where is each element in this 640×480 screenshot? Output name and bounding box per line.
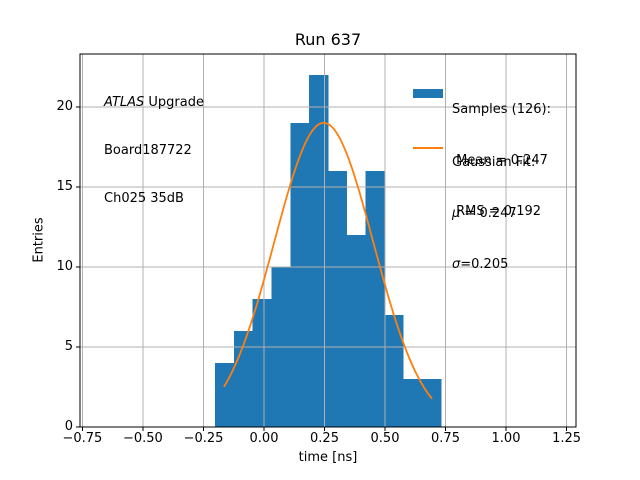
gaussian-fit-curve bbox=[223, 122, 433, 400]
histogram-bar-9 bbox=[384, 314, 404, 427]
histogram-bar-7 bbox=[346, 234, 367, 427]
x-tick-label-7: 1.00 bbox=[491, 431, 521, 446]
legend-samples-entry: Samples (126): Mean = 0.247 RMS = 0.192 bbox=[452, 67, 551, 254]
legend-fit-swatch bbox=[413, 147, 443, 149]
x-tick-label-4: 0.25 bbox=[310, 431, 339, 446]
x-tick-label-8: 1.25 bbox=[552, 431, 582, 446]
annotation-upgrade: Upgrade bbox=[144, 95, 204, 110]
legend-samples-rms: RMS = 0.192 bbox=[452, 204, 542, 219]
x-tick-label-3: 0.00 bbox=[249, 431, 279, 446]
x-axis-label: time [ns] bbox=[298, 450, 358, 465]
mu-value: = 0.247 bbox=[460, 206, 517, 221]
y-tick-label-3: 15 bbox=[56, 178, 73, 194]
y-axis-label-text: Entries bbox=[31, 217, 47, 263]
histogram-bar-2 bbox=[252, 298, 272, 427]
sigma-symbol: σ bbox=[452, 257, 461, 272]
axes-spines bbox=[79, 53, 577, 428]
histogram-bar-5 bbox=[309, 74, 329, 427]
annotation-line-2: Board187722 bbox=[104, 143, 192, 158]
histogram-bar-6 bbox=[327, 170, 348, 428]
legend-fit-entry: Gaussian Fit: μ = 0.247 σ=0.205 bbox=[452, 120, 535, 307]
annotation-atlas: ATLAS bbox=[104, 95, 145, 110]
histogram-bar-10 bbox=[403, 378, 423, 427]
annotation-line-1: ATLAS Upgrade bbox=[104, 95, 204, 111]
legend-samples-title: Samples (126): bbox=[452, 102, 551, 117]
mu-symbol: μ bbox=[452, 206, 461, 221]
x-tick-label-2: −0.25 bbox=[183, 431, 224, 446]
legend-fit-mu: μ = 0.247 bbox=[452, 205, 535, 222]
histogram-bar-4 bbox=[290, 122, 310, 427]
y-tick-label-2: 10 bbox=[56, 258, 73, 274]
sigma-value: =0.205 bbox=[460, 257, 509, 272]
legend-fit-sigma: σ=0.205 bbox=[452, 256, 535, 273]
chart-title: Run 637 bbox=[294, 30, 362, 49]
x-tick-label-0: −0.75 bbox=[62, 431, 103, 446]
annotation-line-3: Ch025 35dB bbox=[104, 191, 184, 206]
y-tick-label-4: 20 bbox=[56, 98, 73, 114]
histogram-bar-8 bbox=[365, 170, 385, 428]
legend-samples-swatch bbox=[413, 89, 443, 98]
y-tick-label-0: 0 bbox=[64, 419, 73, 434]
x-tick-label-5: 0.50 bbox=[370, 431, 400, 446]
legend-fit-title: Gaussian Fit: bbox=[452, 155, 536, 170]
x-tick-label-6: 0.75 bbox=[431, 431, 460, 446]
y-tick-label-1: 5 bbox=[64, 339, 73, 354]
histogram-bar-11 bbox=[422, 378, 442, 427]
legend-samples-mean: Mean = 0.247 bbox=[452, 153, 548, 168]
x-tick-label-1: −0.50 bbox=[122, 431, 163, 446]
annotation-text: ATLAS Upgrade Board187722 Ch025 35dB bbox=[104, 63, 204, 239]
